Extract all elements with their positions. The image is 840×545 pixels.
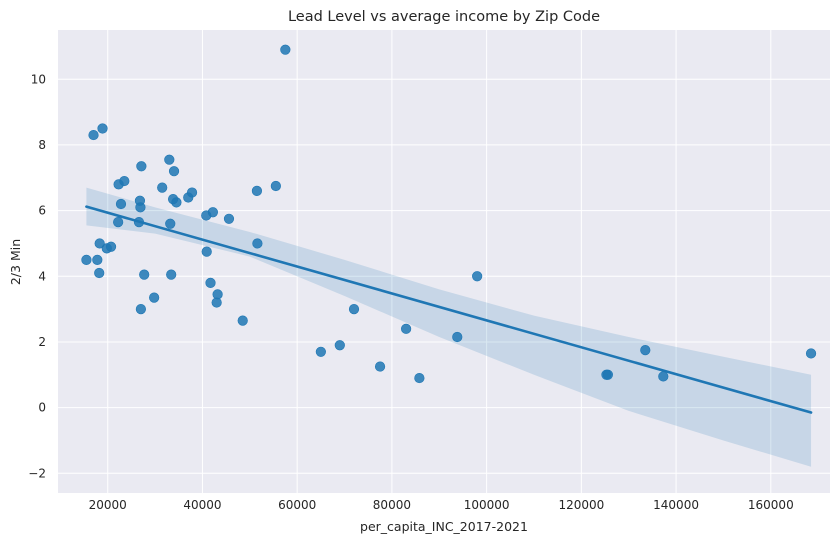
data-point bbox=[452, 331, 463, 343]
grid-lines bbox=[58, 30, 830, 493]
data-point bbox=[237, 315, 248, 326]
data-point bbox=[139, 269, 150, 280]
x-tick-label: 60000 bbox=[278, 498, 316, 512]
data-point bbox=[212, 289, 223, 300]
data-point bbox=[270, 180, 281, 192]
data-point bbox=[168, 166, 180, 177]
data-point bbox=[374, 361, 386, 372]
data-point bbox=[315, 346, 326, 357]
data-point bbox=[251, 185, 263, 197]
data-point bbox=[136, 161, 147, 172]
data-point bbox=[133, 216, 145, 228]
data-point bbox=[201, 246, 212, 257]
data-point bbox=[472, 271, 483, 282]
tick-labels: 20000 40000 60000 80000 100000 120000 140000 16… bbox=[28, 72, 793, 512]
chart-title: Lead Level vs average income by Zip Code bbox=[288, 9, 600, 25]
data-point bbox=[640, 345, 651, 356]
x-tick-label: 20000 bbox=[89, 498, 127, 512]
x-axis-label: per_capita_INC_2017-2021 bbox=[360, 519, 528, 534]
data-point bbox=[105, 241, 117, 252]
data-point bbox=[157, 182, 168, 193]
y-tick-label: 8 bbox=[38, 138, 46, 152]
data-point bbox=[805, 348, 817, 359]
x-tick-label: 140000 bbox=[653, 498, 699, 512]
data-point bbox=[135, 304, 146, 315]
data-point bbox=[186, 187, 198, 198]
x-tick-label: 120000 bbox=[558, 498, 604, 512]
data-point bbox=[223, 213, 235, 224]
data-point bbox=[401, 323, 412, 334]
data-point bbox=[334, 340, 345, 351]
y-tick-label: 6 bbox=[38, 204, 46, 218]
y-tick-label: 4 bbox=[38, 269, 46, 283]
data-point bbox=[348, 304, 360, 315]
data-point bbox=[97, 123, 108, 134]
data-point bbox=[602, 369, 613, 380]
x-tick-label: 40000 bbox=[183, 498, 221, 512]
data-point bbox=[165, 218, 176, 229]
data-point bbox=[207, 207, 218, 218]
plot-background bbox=[58, 30, 830, 493]
regression-line-group bbox=[85, 205, 813, 414]
y-axis-label: 2/3 Min bbox=[8, 239, 23, 285]
data-point bbox=[252, 238, 263, 249]
x-tick-label: 80000 bbox=[373, 498, 411, 512]
data-point bbox=[205, 277, 216, 288]
data-point bbox=[149, 292, 160, 303]
regression-line bbox=[85, 205, 813, 414]
y-tick-label: 10 bbox=[31, 72, 46, 86]
data-point bbox=[92, 254, 103, 265]
data-point bbox=[119, 175, 130, 187]
data-point bbox=[115, 198, 127, 210]
y-tick-label: −2 bbox=[28, 466, 46, 480]
data-point bbox=[164, 154, 175, 165]
y-tick-label: 0 bbox=[38, 401, 46, 415]
data-point bbox=[166, 269, 177, 280]
data-point bbox=[88, 129, 99, 141]
data-point bbox=[171, 197, 182, 208]
data-point bbox=[135, 202, 146, 213]
y-tick-label: 2 bbox=[38, 335, 46, 349]
data-point bbox=[94, 238, 105, 249]
x-tick-label: 160000 bbox=[748, 498, 794, 512]
data-points bbox=[81, 44, 817, 384]
data-point bbox=[414, 372, 425, 384]
x-tick-label: 100000 bbox=[464, 498, 510, 512]
data-point bbox=[81, 254, 92, 265]
data-point bbox=[280, 44, 291, 55]
data-point bbox=[94, 267, 105, 279]
data-point bbox=[113, 216, 124, 228]
data-point bbox=[658, 371, 669, 382]
